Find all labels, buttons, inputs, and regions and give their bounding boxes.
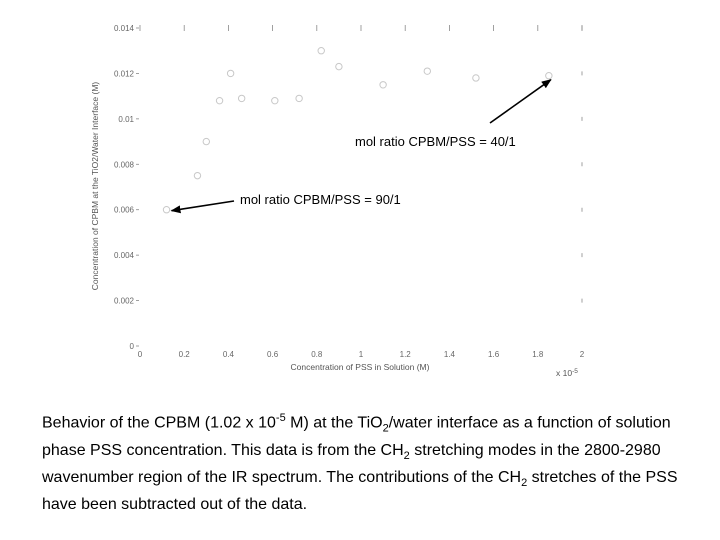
data-point xyxy=(202,137,211,146)
x-axis-label: Concentration of PSS in Solution (M) xyxy=(291,362,430,372)
x-multiplier-label: x 10-5 xyxy=(556,368,578,378)
annotation-arrow-40 xyxy=(489,79,552,124)
data-point xyxy=(379,81,387,89)
x-tick-label: 1 xyxy=(359,350,364,359)
scatter-chart: 0 0.002 0.004 0.006 0.008 0.01 0.012 0.014 0 0.2 0… xyxy=(90,24,585,378)
x-tick-label: 1.4 xyxy=(444,350,456,359)
y-tick-label: 0.012 xyxy=(114,69,135,78)
y-tick-label: 0.004 xyxy=(114,251,135,260)
data-points xyxy=(162,47,553,214)
annotation-ratio-40: mol ratio CPBM/PSS = 40/1 xyxy=(355,134,516,149)
x-tick-label: 0 xyxy=(138,350,143,359)
y-tick-label: 0.008 xyxy=(114,160,135,169)
x-tick-label: 0.2 xyxy=(179,350,191,359)
data-point xyxy=(423,67,431,75)
x-tick-label: 0.6 xyxy=(267,350,279,359)
data-point xyxy=(226,69,235,78)
annotations: mol ratio CPBM/PSS = 40/1 mol ratio CPBM/… xyxy=(170,79,552,214)
x-tick-label: 1.2 xyxy=(400,350,412,359)
y-tick-label: 0.014 xyxy=(114,24,135,33)
x-tick-label: 1.8 xyxy=(532,350,544,359)
data-point xyxy=(335,62,343,71)
annotation-ratio-90: mol ratio CPBM/PSS = 90/1 xyxy=(240,192,401,207)
data-point xyxy=(237,94,246,103)
data-point xyxy=(162,206,171,214)
y-tick-label: 0.01 xyxy=(118,115,134,124)
y-tick-label: 0 xyxy=(130,342,135,351)
data-point xyxy=(545,72,553,80)
x-tick-label: 2 xyxy=(580,350,585,359)
y-tick-label: 0.006 xyxy=(114,206,135,215)
axes: 0 0.002 0.004 0.006 0.008 0.01 0.012 0.014 0 0.2 0… xyxy=(114,24,585,359)
data-point xyxy=(317,47,325,55)
data-point xyxy=(271,96,279,105)
data-point xyxy=(193,171,202,180)
data-point xyxy=(472,74,480,82)
data-point xyxy=(215,96,224,105)
x-tick-label: 0.4 xyxy=(223,350,235,359)
data-point xyxy=(295,94,303,103)
x-tick-label: 1.6 xyxy=(488,350,500,359)
y-axis-label: Concentration of CPBM at the TiO2/Water … xyxy=(90,82,100,291)
annotation-arrow-90 xyxy=(170,200,235,214)
y-tick-label: 0.002 xyxy=(114,297,135,306)
x-tick-label: 0.8 xyxy=(311,350,323,359)
figure-caption: Behavior of the CPBM (1.02 x 10-5 M) at … xyxy=(42,412,678,513)
